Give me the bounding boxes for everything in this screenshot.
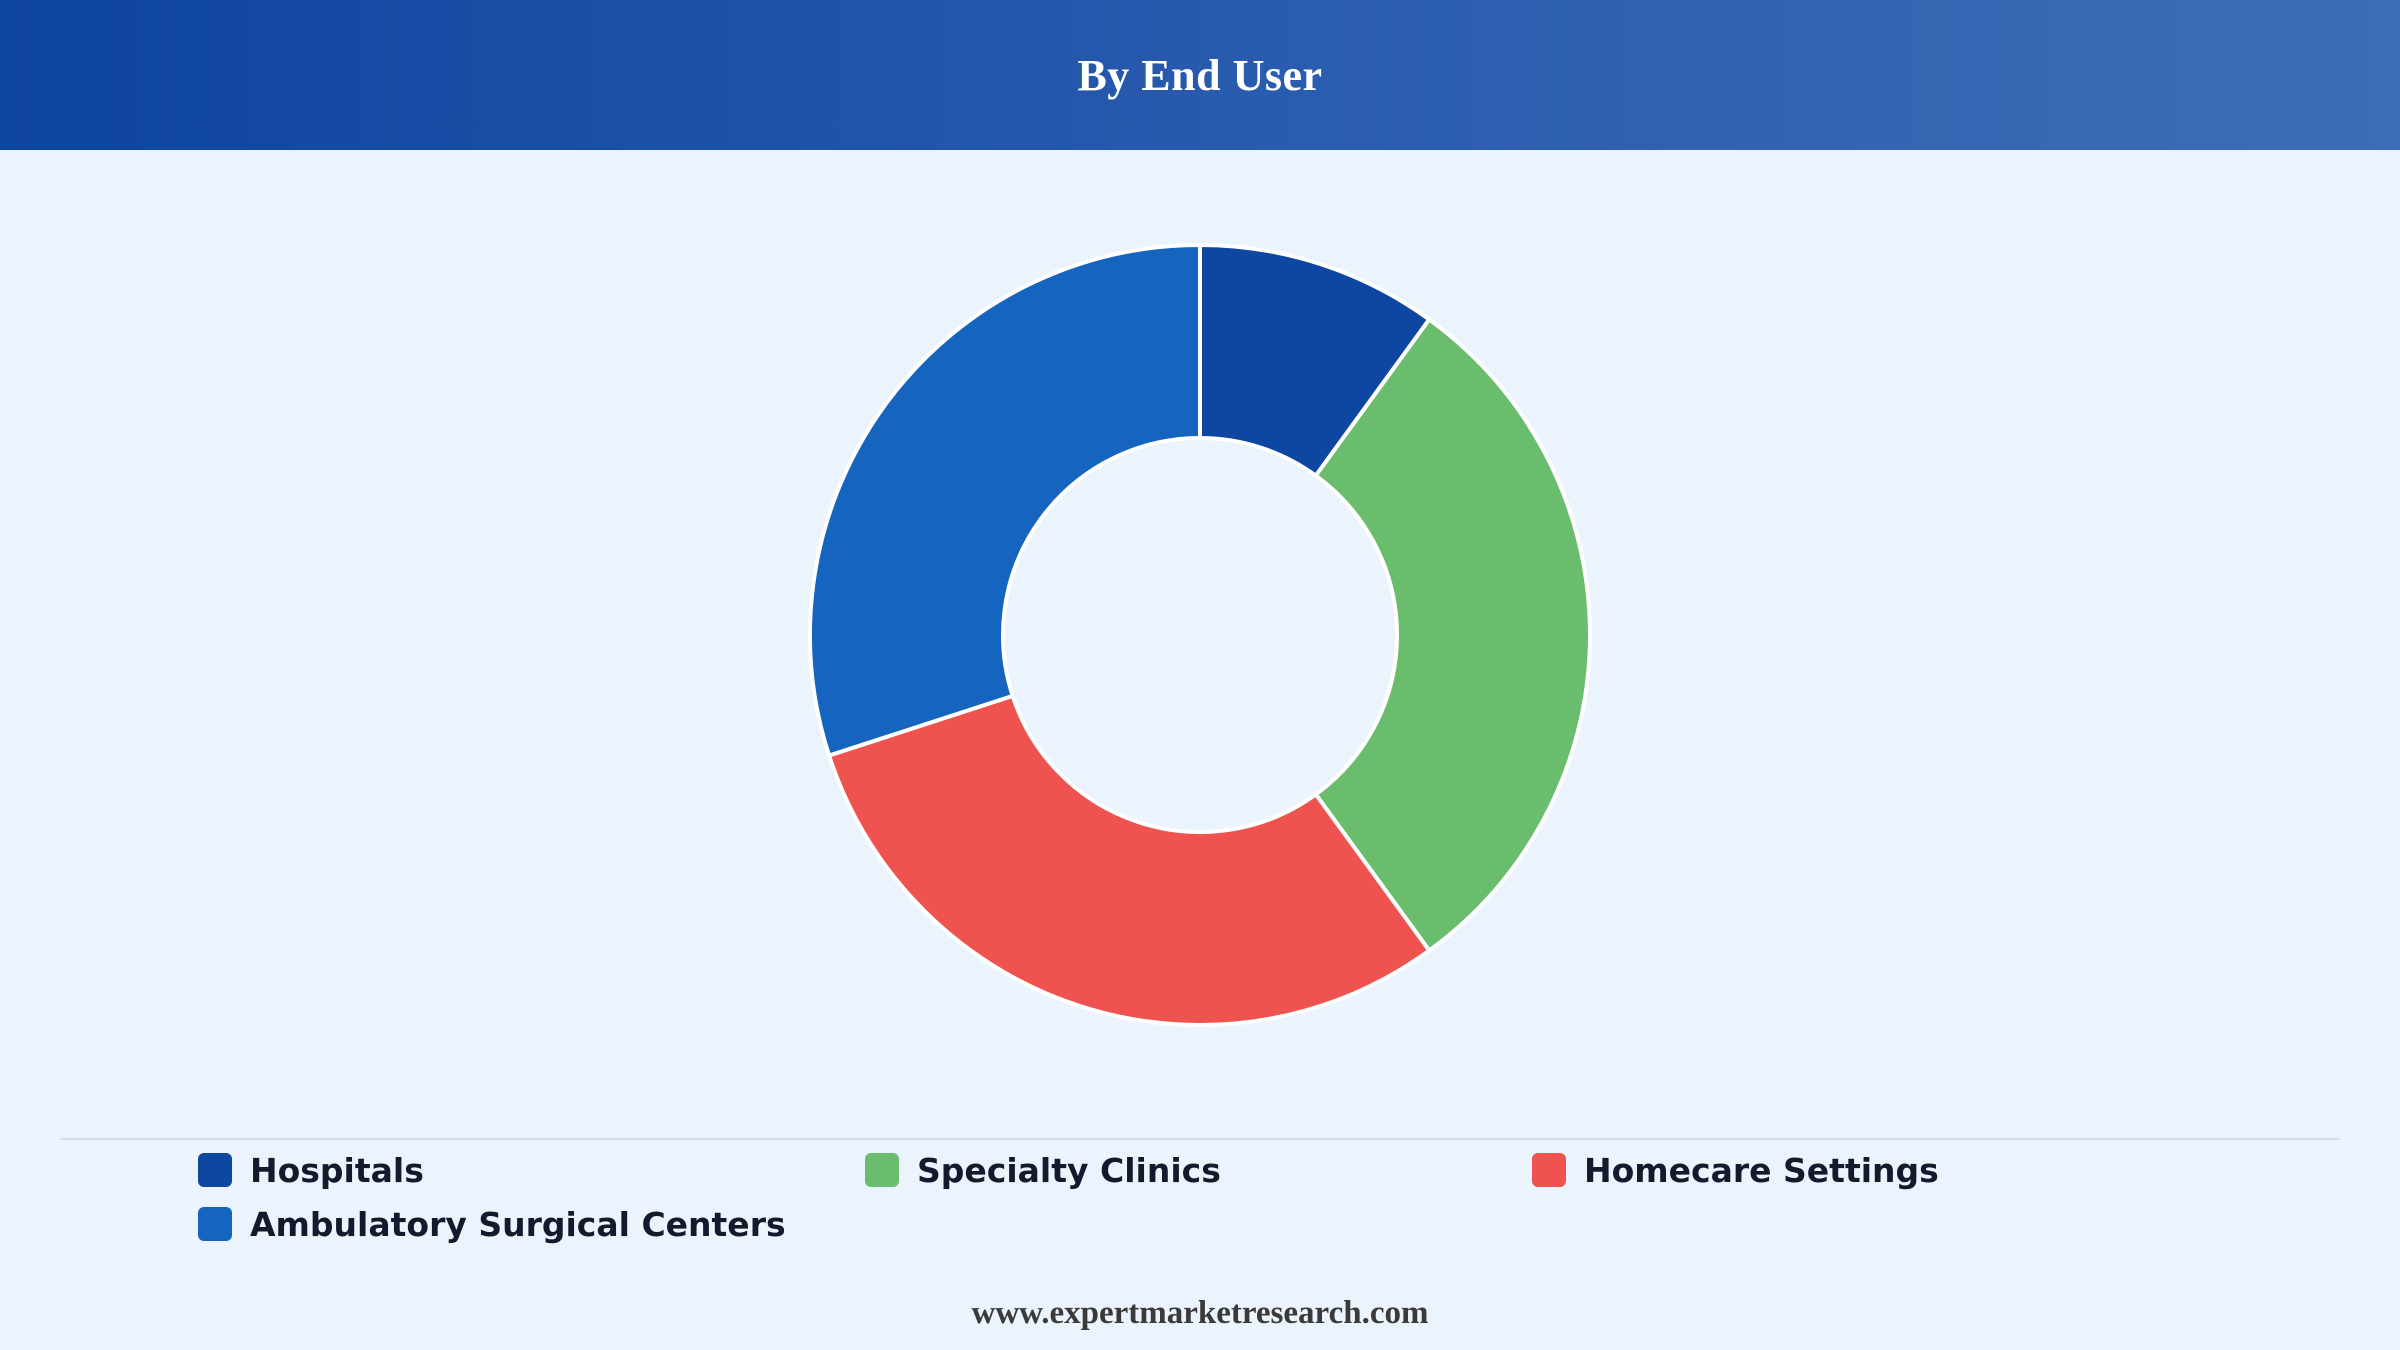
legend-swatch xyxy=(865,1153,899,1187)
legend-swatch xyxy=(198,1153,232,1187)
chart-header: By End User xyxy=(0,0,2400,150)
legend-label: Specialty Clinics xyxy=(917,1150,1221,1190)
legend-label: Homecare Settings xyxy=(1584,1150,1939,1190)
legend-item-specialty-clinics: Specialty Clinics xyxy=(865,1150,1532,1190)
donut-slice-ambulatory-surgical-centers xyxy=(808,243,1202,758)
chart-legend: Hospitals Specialty Clinics Homecare Set… xyxy=(198,1150,2198,1244)
legend-label: Ambulatory Surgical Centers xyxy=(250,1204,786,1244)
legend-item-homecare-settings: Homecare Settings xyxy=(1532,1150,2199,1190)
legend-item-hospitals: Hospitals xyxy=(198,1150,865,1190)
source-website: www.expertmarketresearch.com xyxy=(971,1295,1429,1331)
chart-title: By End User xyxy=(1077,50,1323,100)
legend-swatch xyxy=(1532,1153,1566,1187)
legend-label: Hospitals xyxy=(250,1150,424,1190)
legend-swatch xyxy=(198,1207,232,1241)
donut-slice-homecare-settings xyxy=(827,693,1432,1028)
legend-divider xyxy=(60,1138,2340,1140)
donut-chart xyxy=(808,243,1592,1028)
chart-area xyxy=(0,150,2400,1135)
donut-slice-specialty-clinics xyxy=(1313,317,1592,953)
legend-item-ambulatory-surgical-centers: Ambulatory Surgical Centers xyxy=(198,1204,865,1244)
